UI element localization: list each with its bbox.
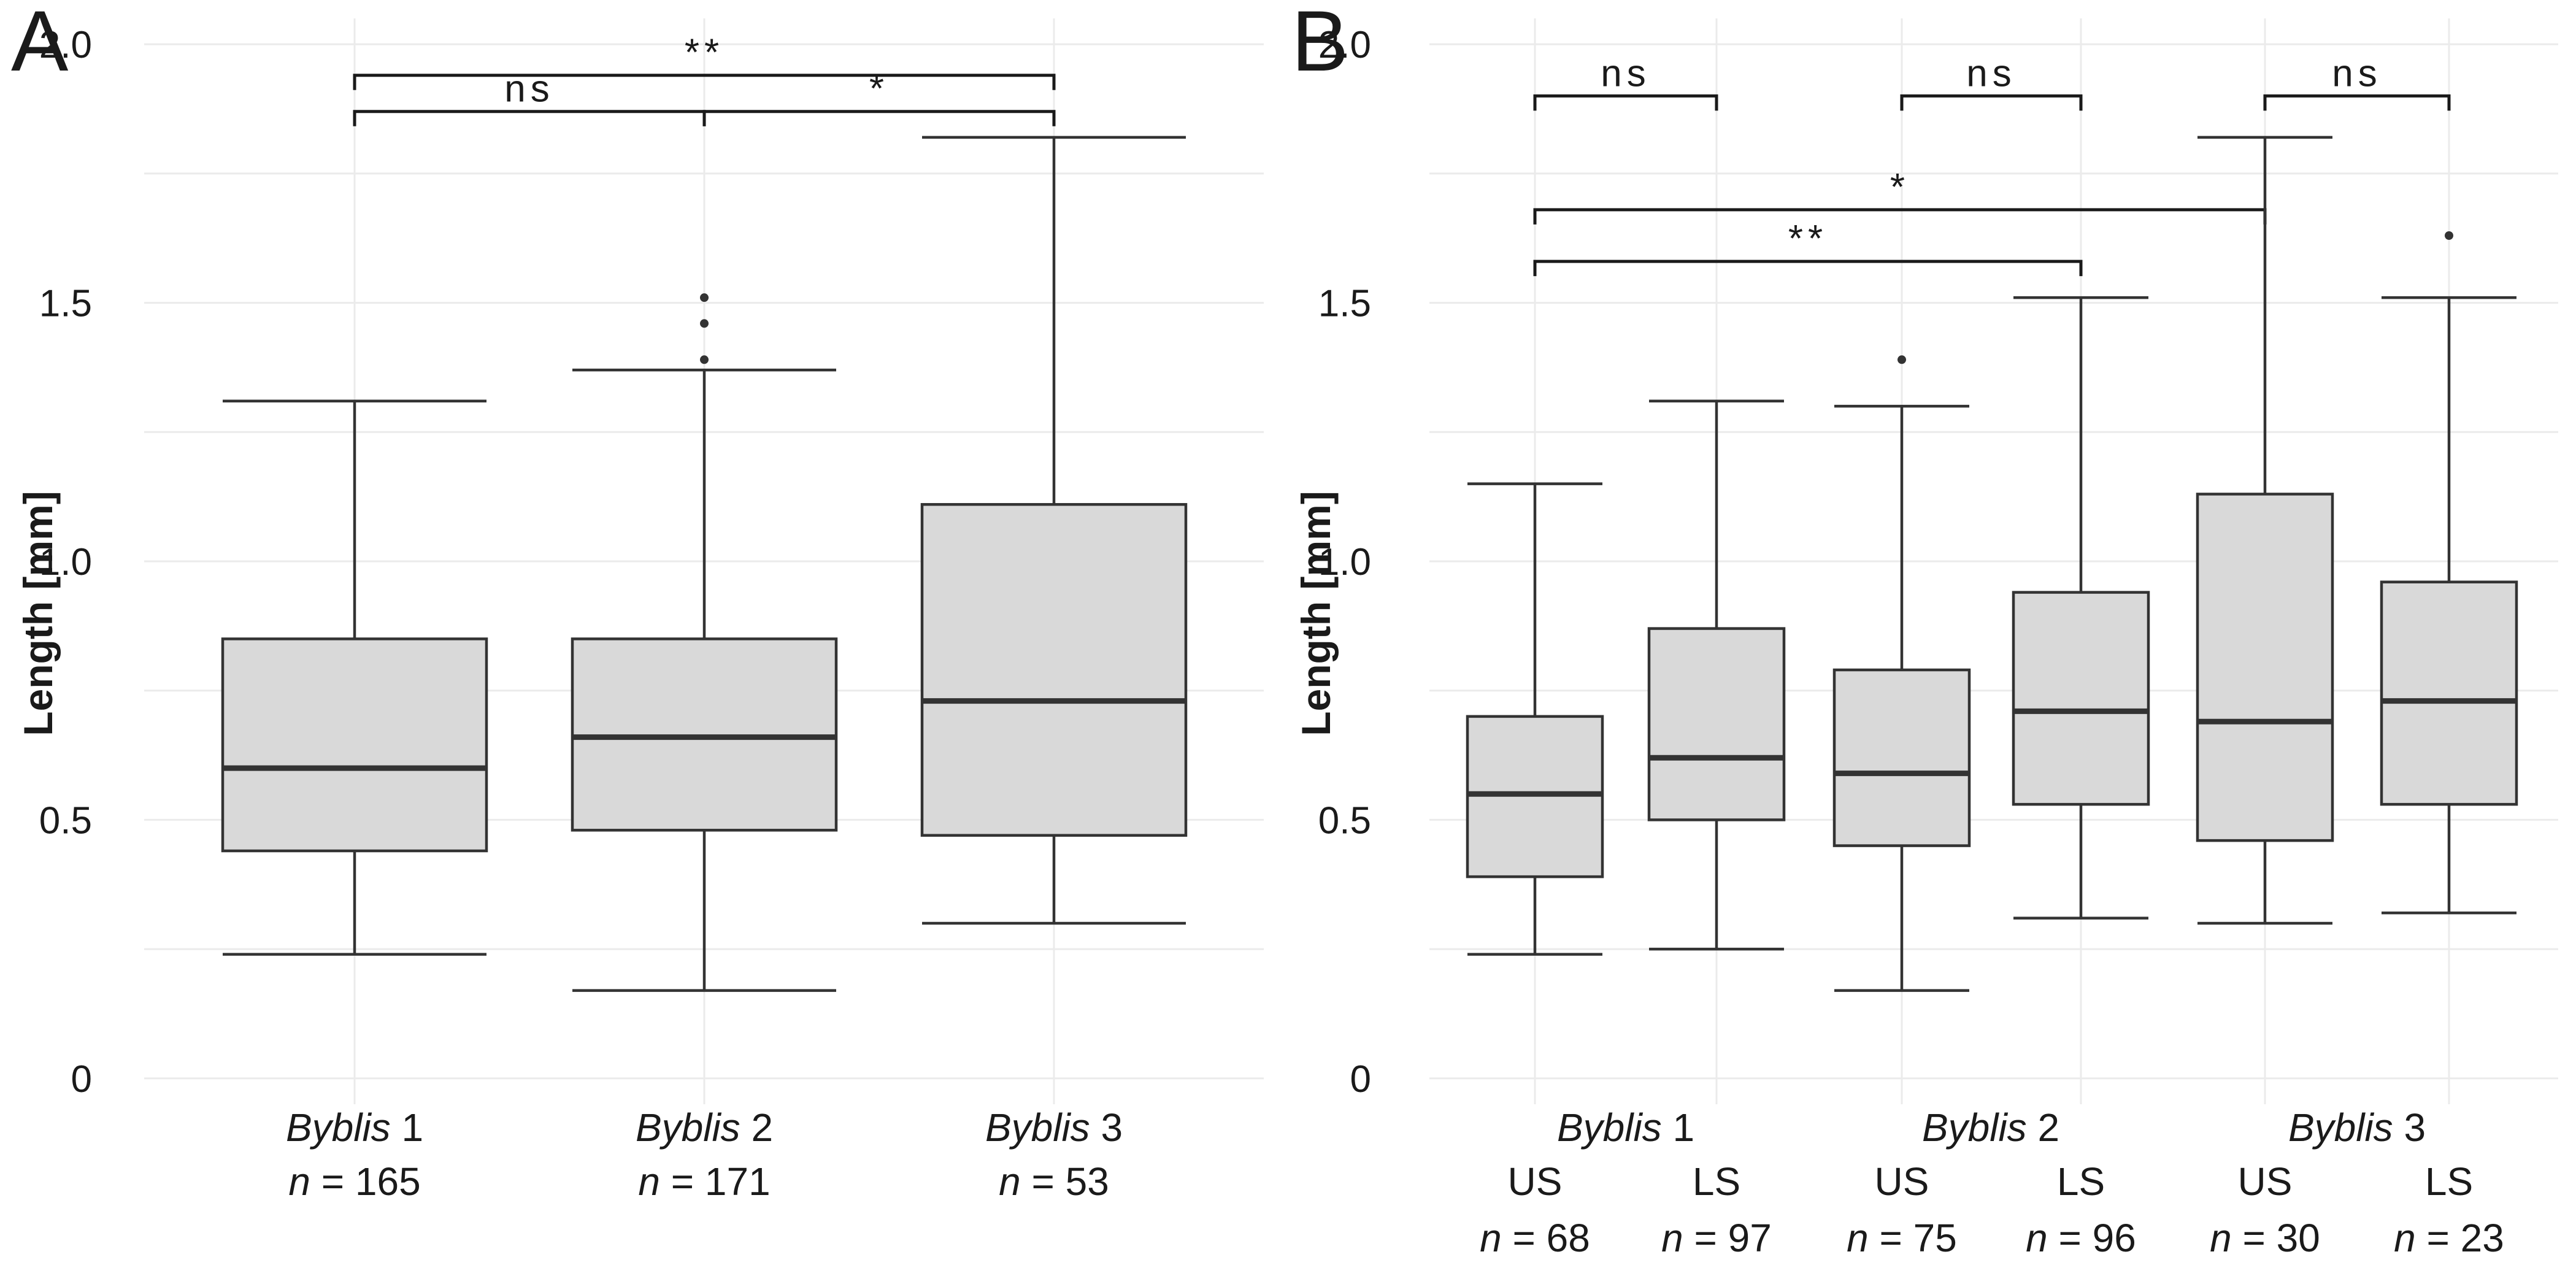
sample-size-label: n = 23 (2394, 1216, 2504, 1260)
significance-bracket (353, 74, 1056, 90)
significance-label: * (1890, 166, 1910, 209)
significance-label: ** (685, 32, 724, 74)
boxplot-byblis-1-ls (1647, 399, 1786, 951)
x-category-label: Byblis 2 (636, 1105, 773, 1150)
sample-size-label: n = 97 (1661, 1216, 1772, 1260)
panel-b-significance-brackets: ns ns ns*** (1533, 52, 2451, 277)
boxplot-byblis-1-us (1466, 482, 1604, 956)
sample-size-label: n = 53 (999, 1159, 1109, 1204)
significance-label: ns (1966, 52, 2016, 94)
y-tick-label: 1.5 (1318, 283, 1371, 325)
iqr-box (1647, 627, 1786, 821)
significance-label: ns (504, 68, 554, 110)
significance-bracket (353, 110, 706, 126)
boxplot-byblis-2 (571, 293, 838, 992)
y-tick-label: 2.0 (1318, 24, 1371, 66)
iqr-box (2380, 580, 2518, 806)
y-tick-label: 2.0 (39, 24, 92, 66)
panel-b-y-axis-title: Length [mm] (1293, 491, 1339, 736)
y-tick-label: 1.5 (39, 283, 92, 325)
sample-size-label: n = 68 (1480, 1216, 1590, 1260)
panel-a-significance-brackets: ** ns * (353, 32, 1056, 126)
panel-b: B Length [mm] 00.51.01.52.0 ns ns ns*** By… (1291, 0, 2558, 1260)
outlier-point (1897, 355, 1906, 364)
y-tick-label: 0 (1350, 1058, 1371, 1101)
outlier-point (700, 355, 709, 364)
sample-size-label: n = 165 (288, 1159, 420, 1204)
significance-bracket (1533, 94, 1718, 111)
significance-label: ns (1601, 52, 1650, 94)
panel-a-boxplots (221, 136, 1188, 992)
x-category-label: Byblis 3 (985, 1105, 1123, 1150)
panel-b-y-ticks: 0 0.5 1.0 1.5 2.0 (1318, 24, 1371, 1101)
panel-b-x-labels: Byblis 1 Byblis 2 Byblis 3 US n = 68 LS n = 97… (1480, 1105, 2504, 1260)
significance-bracket (1533, 259, 2083, 277)
panel-a-y-axis-title: Length [mm] (15, 491, 61, 736)
panel-a-y-ticks: 0 0.5 1.0 1.5 2.0 (39, 24, 92, 1101)
boxplot-byblis-1 (221, 399, 488, 956)
iqr-box (920, 503, 1188, 837)
outlier-point (700, 293, 709, 302)
sample-size-label: n = 96 (2026, 1216, 2136, 1260)
outlier-point (2445, 231, 2453, 240)
significance-label: ns (2332, 52, 2382, 94)
panel-a-label: A (11, 0, 69, 89)
x-subgroup-label: LS (2057, 1159, 2105, 1204)
y-tick-label: 0.5 (1318, 799, 1371, 842)
x-subgroup-label: LS (1693, 1159, 1740, 1204)
boxplot-byblis-3-ls (2380, 231, 2518, 915)
iqr-box (1832, 668, 1971, 847)
iqr-box (2012, 591, 2150, 806)
iqr-box (2196, 493, 2334, 842)
significance-label: * (869, 68, 889, 110)
sample-size-label: n = 30 (2210, 1216, 2320, 1260)
boxplot-byblis-2-ls (2012, 296, 2150, 920)
panel-a-x-labels: Byblis 1 n = 165 Byblis 2 n = 171 Byblis 3 n … (286, 1105, 1123, 1204)
x-category-label: Byblis 3 (2288, 1105, 2426, 1150)
x-subgroup-label: LS (2425, 1159, 2473, 1204)
boxplot-byblis-3-us (2196, 136, 2334, 925)
y-tick-label: 0 (71, 1058, 92, 1101)
sample-size-label: n = 171 (638, 1159, 770, 1204)
x-subgroup-label: US (2238, 1159, 2293, 1204)
significance-bracket (1900, 94, 2083, 111)
boxplot-byblis-3 (920, 136, 1188, 925)
x-subgroup-label: US (1508, 1159, 1563, 1204)
sample-size-label: n = 75 (1847, 1216, 1957, 1260)
y-tick-label: 1.0 (1318, 541, 1371, 583)
y-tick-label: 1.0 (39, 541, 92, 583)
x-subgroup-label: US (1875, 1159, 1929, 1204)
boxplot-byblis-2-us (1832, 355, 1971, 992)
x-category-label: Byblis 2 (1922, 1105, 2059, 1150)
significance-bracket (2263, 94, 2451, 111)
significance-label: ** (1788, 218, 1828, 260)
x-category-label: Byblis 1 (286, 1105, 423, 1150)
panel-a: A Length [mm] 0 0.5 1.0 1.5 2.0 ** ns * Byblis… (11, 0, 1264, 1204)
panel-b-label: B (1291, 0, 1348, 89)
outlier-point (700, 319, 709, 328)
panel-b-grid (1429, 18, 2558, 1104)
significance-bracket (1533, 208, 2267, 225)
y-tick-label: 0.5 (39, 799, 92, 842)
x-category-label: Byblis 1 (1557, 1105, 1694, 1150)
significance-bracket (702, 110, 1056, 126)
iqr-box (221, 637, 488, 853)
panel-b-boxplots (1466, 136, 2518, 992)
